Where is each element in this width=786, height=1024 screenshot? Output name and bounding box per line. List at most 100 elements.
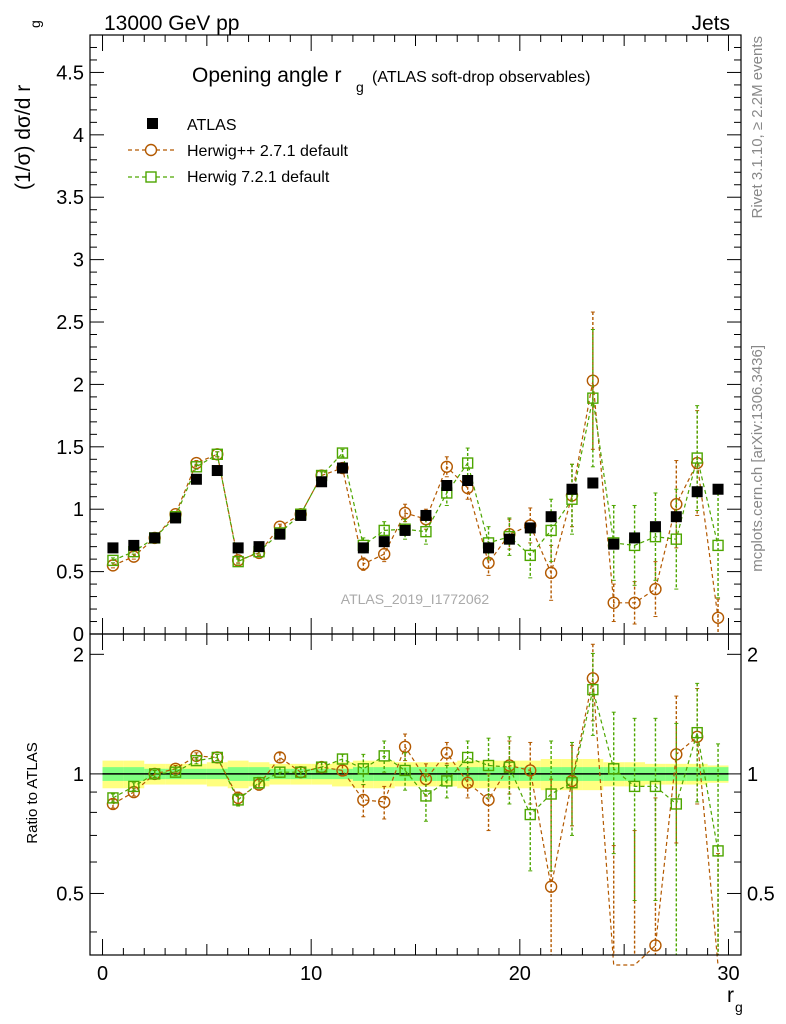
legend-entry-herwig7: Herwig 7.2.1 default (128, 169, 330, 186)
legend-entry-herwigpp: Herwig++ 2.7.1 default (128, 143, 349, 160)
ratio-herwig7-point (128, 780, 140, 793)
herwigpp-point (378, 547, 391, 561)
ratio-ytick-label-right: 0.5 (747, 883, 775, 905)
main-ylabel-text: (1/σ) dσ/d r (12, 85, 35, 190)
xlabel: r g (727, 984, 743, 1015)
atlas-point (545, 511, 557, 523)
herwig7-point (211, 448, 223, 460)
atlas-point (378, 536, 390, 548)
legend-marker-herwig7 (145, 171, 157, 183)
herwigpp-point (357, 557, 370, 571)
herwig7-point (691, 452, 703, 464)
ratio-herwig7-point (336, 753, 349, 765)
ratio-herwigpp-point (378, 795, 391, 809)
atlas-point (462, 475, 474, 487)
ratio-herwig7-point (608, 763, 620, 775)
main-ytick-label: 4 (73, 125, 84, 147)
ratio-herwig7-point (315, 761, 328, 773)
atlas-point (441, 479, 453, 491)
herwigpp-point (628, 596, 641, 610)
atlas-point (712, 483, 724, 495)
herwig7-point (712, 539, 724, 552)
main-panel: 0 0.5 1 1.5 2 2.5 3 3.5 4 4.5 (56, 34, 742, 646)
herwig7-point (670, 533, 683, 545)
herwigpp-point (398, 506, 412, 520)
ratio-herwig7-point (211, 751, 223, 764)
ratio-ytick-label: 2 (73, 644, 84, 666)
title-rest: (ATLAS soft-drop observables) (372, 69, 590, 86)
main-ytick-label: 1 (73, 499, 84, 521)
herwigpp-line (112, 380, 719, 618)
ratio-herwigpp-point (649, 939, 662, 952)
header-right-text: Jets (691, 12, 730, 35)
ratio-herwig7-point (545, 788, 557, 800)
legend-marker-herwigpp (144, 143, 158, 157)
xlabel-sub: g (735, 999, 743, 1015)
xtick-label: 30 (717, 963, 739, 985)
ratio-herwig7-point (503, 761, 516, 773)
ratio-herwig7-point (524, 808, 536, 821)
ratio-ylabel: Ratio to ATLAS (24, 742, 41, 843)
legend-marker-atlas (147, 118, 158, 129)
herwig7-point (190, 461, 203, 473)
atlas-series (107, 462, 724, 554)
atlas-point (587, 477, 599, 489)
herwigpp-point (649, 582, 662, 596)
ratio-herwig7-point (169, 766, 182, 778)
ratio-herwigpp-point (461, 776, 474, 789)
ratio-herwigpp-point (357, 793, 370, 807)
ratio-herwig7-point (295, 766, 307, 778)
ratio-ytick-label-right: 1 (747, 764, 758, 786)
atlas-point (608, 538, 620, 550)
atlas-point (149, 532, 161, 544)
ratio-herwig7-point (274, 766, 286, 778)
atlas-point (566, 483, 578, 495)
atlas-point (691, 486, 703, 498)
mcplots-text: mcplots.cern.ch [arXiv:1306.3436] (749, 345, 766, 572)
herwig7-point (587, 392, 599, 404)
ratio-herwig7-line (112, 689, 719, 852)
herwig7-line (112, 397, 719, 563)
atlas-point (629, 532, 641, 544)
ratio-frame (89, 633, 742, 956)
herwig7-point (107, 554, 119, 567)
xlabel-text: r (727, 984, 734, 1007)
atlas-point (232, 542, 244, 554)
atlas-point (524, 522, 536, 534)
ratio-herwig7-point (253, 777, 265, 789)
main-ytick-label: 3 (73, 250, 84, 272)
xtick-label: 10 (300, 963, 322, 985)
herwig7-point (545, 524, 557, 537)
main-ytick-label: 3.5 (56, 187, 84, 209)
main-ytick-label: 4.5 (56, 62, 84, 84)
ratio-herwigpp-point (440, 746, 453, 760)
ratio-herwig7-point (357, 763, 370, 775)
herwig7-point (461, 457, 474, 469)
ratio-herwig7-point (566, 777, 578, 789)
rivet-version-text: Rivet 3.1.10, ≥ 2.2M events (749, 36, 766, 219)
xaxis: 0 10 20 30 (97, 634, 740, 985)
ratio-herwig7-point (399, 764, 411, 777)
atlas-point (399, 524, 411, 536)
herwig7-point (378, 524, 390, 537)
ratio-herwig7-point (107, 792, 119, 804)
ratio-herwig7-point (420, 790, 432, 802)
ratio-yaxis: 0.5 0.5 1 1 2 2 (56, 644, 775, 933)
xtick-label: 20 (509, 963, 531, 985)
ratio-ytick-label: 1 (73, 764, 84, 786)
herwig7-point (524, 549, 536, 562)
title-sub: g (356, 79, 364, 95)
herwig7-series (107, 329, 724, 599)
atlas-point (420, 509, 432, 521)
atlas-point (357, 542, 369, 554)
atlas-point (483, 542, 495, 554)
ratio-herwig7-point (482, 759, 495, 772)
herwigpp-point (440, 460, 453, 473)
ratio-herwig7-point (691, 726, 703, 739)
legend: ATLAS Herwig++ 2.7.1 default Herwig 7.2.… (128, 117, 349, 186)
herwig7-point (336, 447, 349, 459)
main-ytick-label: 0.5 (56, 562, 84, 584)
ratio-herwig7-point (378, 750, 390, 762)
ratio-herwig7-point (190, 754, 203, 767)
